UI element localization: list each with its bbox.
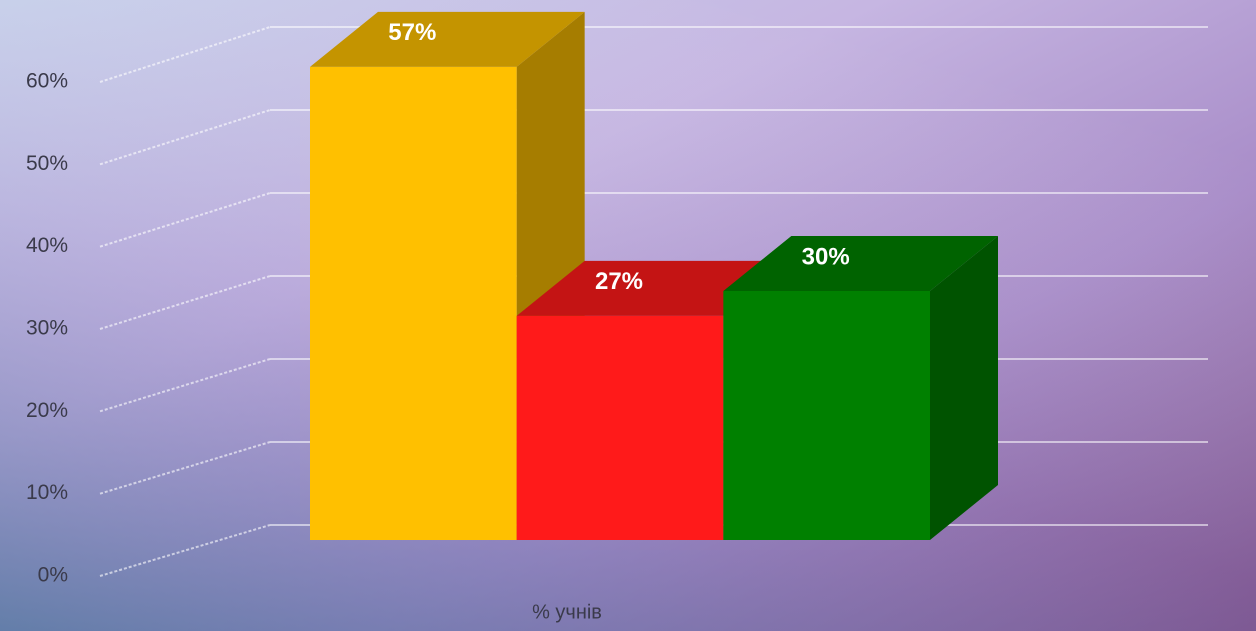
y-tick-label: 20% bbox=[26, 399, 68, 422]
bar-top bbox=[310, 11, 585, 67]
y-tick-label: 10% bbox=[26, 481, 68, 504]
data-label: 27% bbox=[595, 268, 643, 295]
y-tick-label: 0% bbox=[38, 564, 68, 587]
bar-side bbox=[930, 236, 998, 540]
bar bbox=[516, 315, 724, 540]
y-tick-label: 30% bbox=[26, 317, 68, 340]
grid-diagonal bbox=[99, 524, 271, 577]
bar-top bbox=[516, 260, 792, 316]
data-label: 30% bbox=[802, 243, 850, 270]
bar bbox=[723, 291, 930, 540]
bar bbox=[310, 66, 517, 541]
x-axis-label: % учнів bbox=[532, 601, 602, 623]
y-tick-label: 50% bbox=[26, 152, 68, 175]
y-tick-label: 40% bbox=[26, 234, 68, 257]
bar-top bbox=[723, 236, 998, 291]
data-label: 57% bbox=[388, 19, 436, 46]
y-tick-label: 60% bbox=[26, 70, 68, 93]
